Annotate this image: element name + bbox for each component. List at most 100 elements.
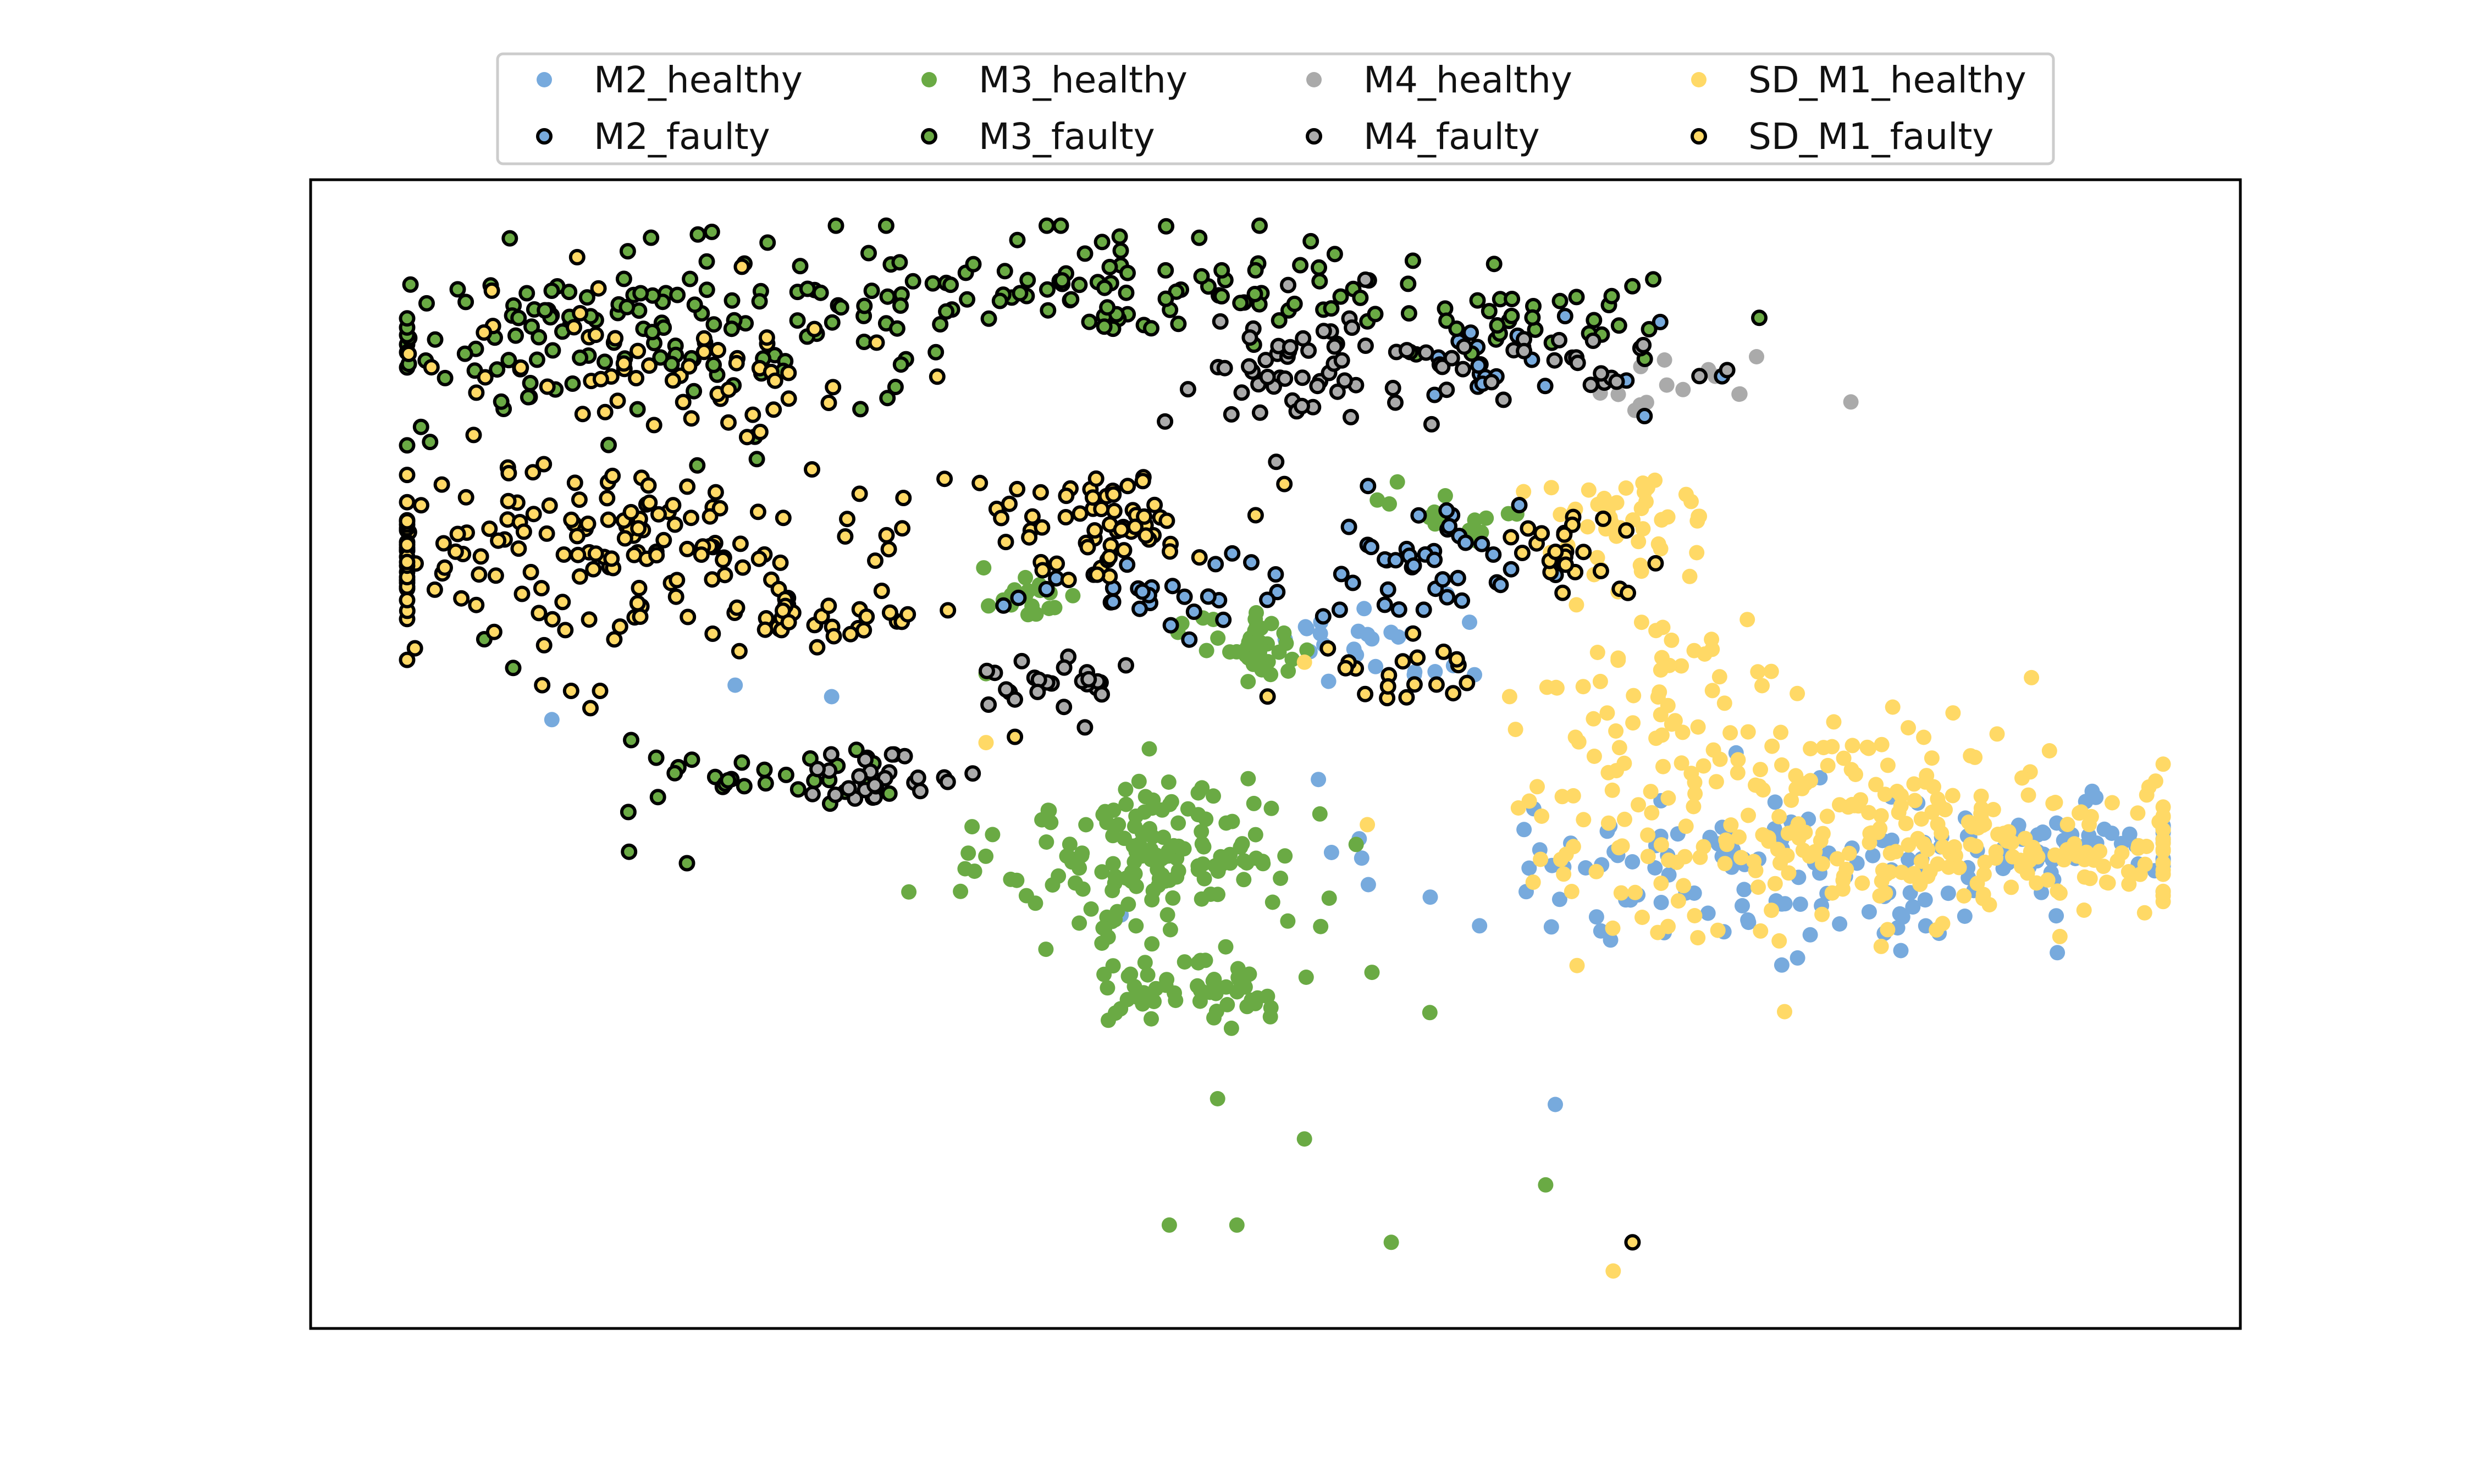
- m3-healthy-point: [1199, 643, 1214, 658]
- m4-faulty-point: [1357, 337, 1374, 354]
- m3-faulty-point: [1076, 245, 1094, 262]
- sd-m1-faulty-point: [566, 319, 582, 336]
- m3-healthy-point: [1126, 978, 1142, 994]
- sd-m1-healthy-point: [1926, 779, 1941, 795]
- m2-faulty-point: [1333, 566, 1350, 583]
- m3-healthy-point: [1382, 496, 1397, 512]
- sd-m1-faulty-point: [1089, 566, 1106, 583]
- m3-faulty-point: [1568, 289, 1585, 306]
- sd-m1-faulty-point: [1162, 543, 1178, 560]
- m4-faulty-point: [1241, 358, 1257, 375]
- m3-faulty-point: [1052, 217, 1069, 234]
- m3-healthy-point: [1078, 817, 1094, 833]
- sd-m1-faulty-point: [490, 532, 507, 549]
- sd-m1-healthy-point: [1558, 846, 1574, 862]
- m3-faulty-point: [996, 263, 1013, 280]
- sd-m1-faulty-point: [752, 423, 769, 440]
- sd-m1-faulty-point: [581, 611, 598, 628]
- m3-healthy-point: [1047, 600, 1063, 616]
- sd-m1-healthy-point: [1614, 838, 1630, 854]
- sd-m1-healthy-point: [2104, 795, 2120, 811]
- m2-healthy-point: [2036, 825, 2052, 841]
- sd-m1-faulty-point: [858, 608, 875, 625]
- sd-m1-healthy-point: [1730, 752, 1746, 768]
- sd-m1-faulty-point: [453, 590, 470, 607]
- m3-healthy-point: [981, 598, 996, 614]
- m3-faulty-point: [437, 369, 454, 386]
- sd-m1-healthy-point: [2052, 928, 2068, 944]
- m3-faulty-point: [1404, 252, 1421, 269]
- sd-m1-healthy-point: [1973, 806, 1989, 822]
- m3-healthy-point: [1299, 642, 1315, 658]
- m3-healthy-point: [1277, 848, 1293, 864]
- m3-healthy-point: [1296, 1131, 1312, 1147]
- sd-m1-faulty-point: [468, 384, 485, 401]
- sd-m1-healthy-point: [2141, 779, 2157, 795]
- legend-item-m3-faulty: M3_faulty: [921, 115, 1155, 158]
- m4-faulty-point: [964, 765, 981, 782]
- m4-faulty-point: [1584, 333, 1602, 349]
- m2-healthy-point: [1543, 919, 1559, 935]
- sd-m1-healthy-point: [1739, 612, 1755, 628]
- sd-m1-faulty-point: [525, 506, 542, 523]
- sd-m1-faulty-point: [1113, 521, 1130, 538]
- m3-healthy-point: [1120, 896, 1136, 912]
- sd-m1-faulty-point: [820, 597, 837, 614]
- sd-m1-healthy-point: [1600, 815, 1616, 831]
- m3-healthy-point: [1156, 829, 1172, 845]
- m4-faulty-point: [1268, 453, 1285, 470]
- sd-m1-healthy-point: [2050, 883, 2066, 899]
- m4-faulty-point: [1434, 358, 1451, 375]
- m3-faulty-point: [924, 275, 941, 292]
- m2-healthy-point: [1767, 794, 1783, 810]
- m3-faulty-point: [1641, 321, 1658, 337]
- m3-healthy-point: [1247, 623, 1263, 639]
- m3-healthy-point: [1245, 656, 1261, 672]
- m3-healthy-point: [1107, 912, 1123, 928]
- sd-m1-healthy-point: [1771, 809, 1787, 824]
- sd-m1-healthy-point: [1975, 890, 1991, 906]
- sd-m1-healthy-point: [2041, 743, 2057, 758]
- sd-m1-healthy-point: [1781, 865, 1797, 881]
- m3-faulty-point: [789, 781, 807, 798]
- m2-faulty-point: [1207, 556, 1224, 573]
- sd-m1-faulty-point: [707, 484, 724, 501]
- m2-faulty-point: [1457, 534, 1474, 551]
- sd-m1-faulty-point: [563, 511, 580, 528]
- m3-faulty-point: [493, 393, 510, 410]
- m3-healthy-point: [1247, 827, 1263, 843]
- sd-m1-healthy-point: [1882, 845, 1898, 861]
- sd-m1-healthy-point: [2024, 669, 2040, 685]
- m2-faulty-point: [1185, 603, 1202, 620]
- m4-faulty-point: [1259, 368, 1276, 385]
- sd-m1-faulty-point: [1084, 489, 1101, 506]
- sd-m1-healthy-point: [2139, 839, 2155, 854]
- m3-faulty-point: [1624, 278, 1641, 295]
- m2-healthy-point: [1917, 892, 1933, 908]
- m2-healthy-point: [1356, 601, 1372, 617]
- plot-area: [399, 217, 2171, 1279]
- sd-m1-healthy-point: [1829, 851, 1845, 867]
- sd-m1-faulty-point: [1137, 527, 1155, 544]
- sd-m1-healthy-point: [1654, 512, 1670, 528]
- m2-healthy-point: [1593, 923, 1609, 939]
- m4-faulty-point: [1029, 683, 1046, 700]
- m4-faulty-point: [1118, 657, 1134, 674]
- m3-faulty-point: [399, 310, 416, 327]
- sd-m1-healthy-point: [1683, 494, 1699, 510]
- m3-faulty-point: [531, 329, 548, 346]
- m3-faulty-point: [632, 285, 649, 302]
- m3-healthy-point: [1383, 1234, 1399, 1250]
- sd-m1-faulty-point: [855, 622, 872, 639]
- sd-m1-faulty-point: [655, 531, 672, 549]
- sd-m1-faulty-point: [468, 596, 485, 613]
- sd-m1-faulty-point: [562, 683, 579, 699]
- sd-m1-healthy-point: [1643, 784, 1659, 800]
- sd-m1-faulty-point: [483, 282, 500, 299]
- m3-healthy-point: [1280, 913, 1296, 929]
- sd-m1-healthy-point: [1920, 841, 1936, 857]
- m4-faulty-point: [1387, 394, 1404, 411]
- sd-m1-faulty-point: [1136, 508, 1153, 525]
- sd-m1-faulty-point: [449, 525, 466, 542]
- m3-healthy-point: [1273, 871, 1289, 886]
